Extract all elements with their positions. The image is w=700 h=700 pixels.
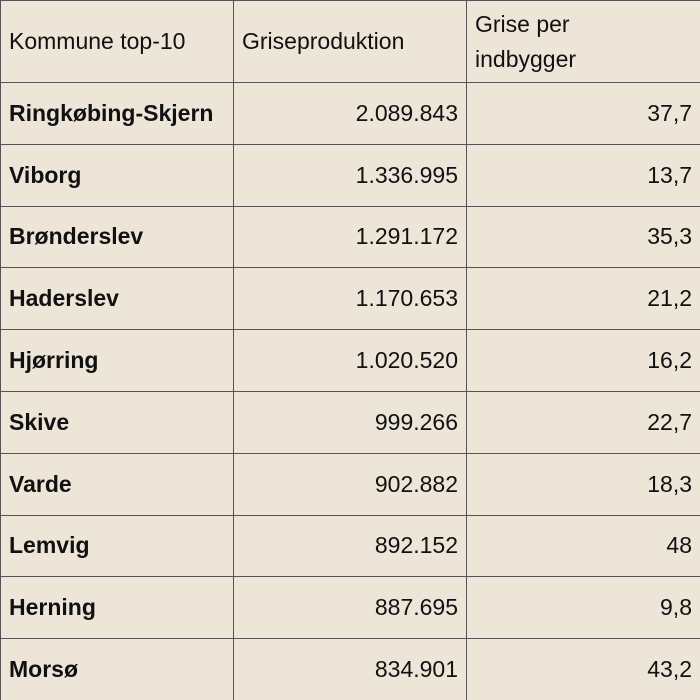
per-indbygger-cell: 48 <box>466 514 700 578</box>
header-kommune: Kommune top-10 <box>0 0 234 83</box>
kommune-cell: Haderslev <box>0 267 234 331</box>
kommune-cell: Ringkøbing-Skjern <box>0 82 234 145</box>
table-row: Herning 887.695 9,8 <box>0 576 700 640</box>
header-grise-per-indbygger: Grise per indbygger <box>466 0 700 83</box>
header-row: Kommune top-10 Griseproduktion Grise per… <box>0 0 700 83</box>
kommune-cell: Varde <box>0 452 234 516</box>
produktion-cell: 892.152 <box>233 514 467 578</box>
kommune-cell: Hjørring <box>0 329 234 392</box>
per-indbygger-cell: 9,8 <box>466 576 700 640</box>
produktion-cell: 834.901 <box>233 638 467 700</box>
table-header: Kommune top-10 Griseproduktion Grise per… <box>0 0 700 83</box>
per-indbygger-cell: 13,7 <box>466 143 700 207</box>
per-indbygger-cell: 43,2 <box>466 638 700 700</box>
kommune-cell: Lemvig <box>0 514 234 578</box>
produktion-cell: 2.089.843 <box>233 82 467 145</box>
per-indbygger-cell: 21,2 <box>466 267 700 331</box>
per-indbygger-cell: 35,3 <box>466 205 700 269</box>
per-indbygger-cell: 18,3 <box>466 452 700 516</box>
produktion-cell: 1.336.995 <box>233 143 467 207</box>
table-row: Haderslev 1.170.653 21,2 <box>0 267 700 331</box>
kommune-cell: Herning <box>0 576 234 640</box>
produktion-cell: 902.882 <box>233 452 467 516</box>
table-body: Ringkøbing-Skjern 2.089.843 37,7 Viborg … <box>0 82 700 700</box>
produktion-cell: 1.020.520 <box>233 329 467 392</box>
table-row: Varde 902.882 18,3 <box>0 452 700 516</box>
kommune-cell: Morsø <box>0 638 234 700</box>
table-row: Viborg 1.336.995 13,7 <box>0 143 700 207</box>
table-row: Hjørring 1.020.520 16,2 <box>0 329 700 392</box>
table-row: Lemvig 892.152 48 <box>0 514 700 578</box>
kommune-cell: Brønderslev <box>0 205 234 269</box>
kommune-cell: Skive <box>0 390 234 454</box>
produktion-cell: 1.170.653 <box>233 267 467 331</box>
header-griseproduktion: Griseproduktion <box>233 0 467 83</box>
produktion-cell: 999.266 <box>233 390 467 454</box>
produktion-cell: 1.291.172 <box>233 205 467 269</box>
table-row: Morsø 834.901 43,2 <box>0 638 700 700</box>
per-indbygger-cell: 22,7 <box>466 390 700 454</box>
per-indbygger-cell: 16,2 <box>466 329 700 392</box>
kommune-cell: Viborg <box>0 143 234 207</box>
table-row: Brønderslev 1.291.172 35,3 <box>0 205 700 269</box>
produktion-cell: 887.695 <box>233 576 467 640</box>
table-row: Skive 999.266 22,7 <box>0 390 700 454</box>
per-indbygger-cell: 37,7 <box>466 82 700 145</box>
table-row: Ringkøbing-Skjern 2.089.843 37,7 <box>0 82 700 145</box>
